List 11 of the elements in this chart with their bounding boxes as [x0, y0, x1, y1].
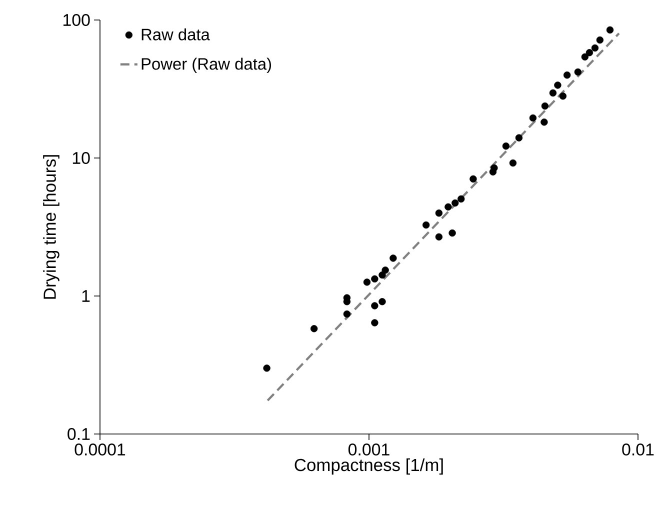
legend-label: Power (Raw data)	[142, 58, 272, 74]
x-axis-title: Compactness [1/m]	[294, 458, 443, 475]
y-tick-label: 1	[82, 290, 90, 302]
y-tick-label: 10	[72, 152, 90, 164]
x-tick-label: 0.001	[348, 444, 390, 456]
legend-label: Raw data	[142, 28, 210, 40]
y-tick-label: 0.1	[68, 428, 90, 440]
x-tick-label: 0.01	[622, 444, 654, 456]
y-tick-label: 100	[64, 14, 90, 26]
y-axis-title: Drying time [hours]	[43, 155, 60, 299]
x-tick-label: 0.0001	[74, 444, 126, 456]
